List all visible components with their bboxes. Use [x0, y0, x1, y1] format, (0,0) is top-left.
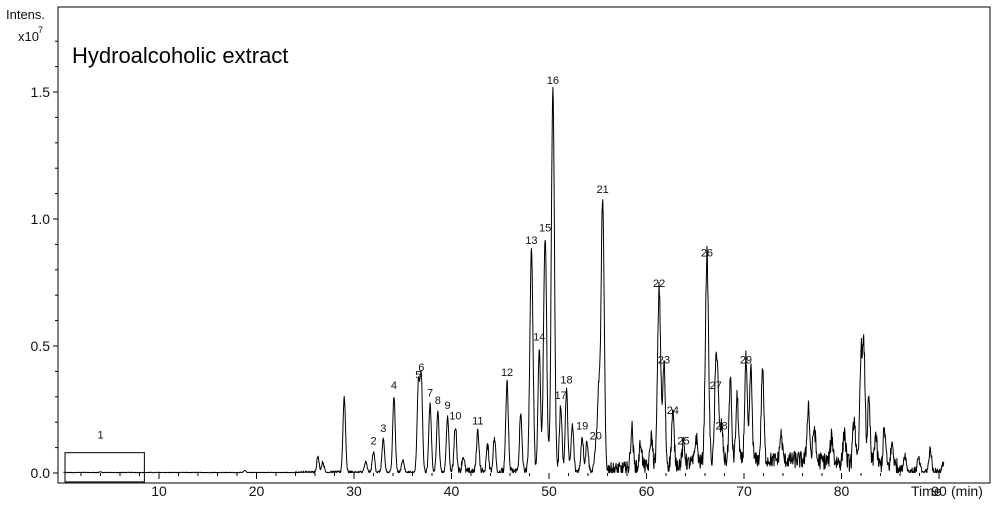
peak-label: 10 — [449, 410, 461, 422]
peak-label: 8 — [435, 395, 441, 407]
y-axis-label: Intens. — [6, 7, 45, 22]
y-tick-label: 0.5 — [31, 338, 51, 354]
x-tick-label: 80 — [834, 483, 850, 499]
x-tick-label: 50 — [541, 483, 557, 499]
peak-label: 4 — [391, 380, 397, 392]
peak-label: 28 — [715, 420, 727, 432]
x-tick-label: 90 — [931, 483, 947, 499]
y-axis-unit-exponent: 7 — [38, 25, 43, 35]
peak-label: 13 — [525, 235, 537, 247]
peak-label: 16 — [547, 75, 559, 87]
y-tick-label: 1.0 — [31, 211, 51, 227]
x-tick-label: 60 — [639, 483, 655, 499]
peak-label: 2 — [370, 436, 376, 448]
x-tick-label: 20 — [249, 483, 265, 499]
y-axis-unit-prefix: x10 — [18, 29, 39, 44]
peak-label: 3 — [380, 423, 386, 435]
x-tick-label: 10 — [151, 483, 167, 499]
peak-label: 12 — [501, 367, 513, 379]
peak-label: 25 — [677, 436, 689, 448]
annotation-box — [64, 452, 145, 483]
chromatogram-trace — [63, 86, 945, 474]
peak-label: 24 — [667, 405, 679, 417]
x-tick-label: 70 — [736, 483, 752, 499]
x-axis-unit: (min) — [951, 483, 983, 499]
peak-label: 29 — [740, 354, 752, 366]
peak-label: 11 — [472, 415, 483, 427]
plot-frame — [57, 6, 991, 484]
peak-label: 14 — [533, 332, 545, 344]
y-tick-label: 1.5 — [31, 84, 51, 100]
peak-label: 19 — [576, 420, 588, 432]
x-tick-label: 30 — [346, 483, 362, 499]
peak-label: 7 — [427, 387, 433, 399]
peak-label: 21 — [597, 184, 609, 196]
x-axis-label: Time — [911, 483, 942, 499]
peak-label: 18 — [560, 375, 572, 387]
peak-label: 20 — [590, 431, 602, 443]
peak-label: 23 — [658, 354, 670, 366]
peak-label: 27 — [710, 380, 722, 392]
y-axis: 0.0 0.5 1.0 1.5 — [31, 40, 58, 481]
x-axis: 10 20 30 40 50 60 70 80 90 — [80, 473, 947, 499]
chart-title: Hydroalcoholic extract — [72, 43, 288, 68]
peak-label: 26 — [701, 248, 713, 260]
peak-label: 5 — [415, 370, 421, 382]
peak-label: 6 — [418, 362, 424, 374]
x-tick-label: 40 — [444, 483, 460, 499]
peak-label: 15 — [539, 222, 551, 234]
peak-label: 22 — [653, 278, 665, 290]
peak-label: 1 — [97, 430, 103, 442]
peak-label: 17 — [555, 390, 567, 402]
y-tick-label: 0.0 — [31, 465, 51, 481]
peak-label: 9 — [445, 400, 451, 412]
